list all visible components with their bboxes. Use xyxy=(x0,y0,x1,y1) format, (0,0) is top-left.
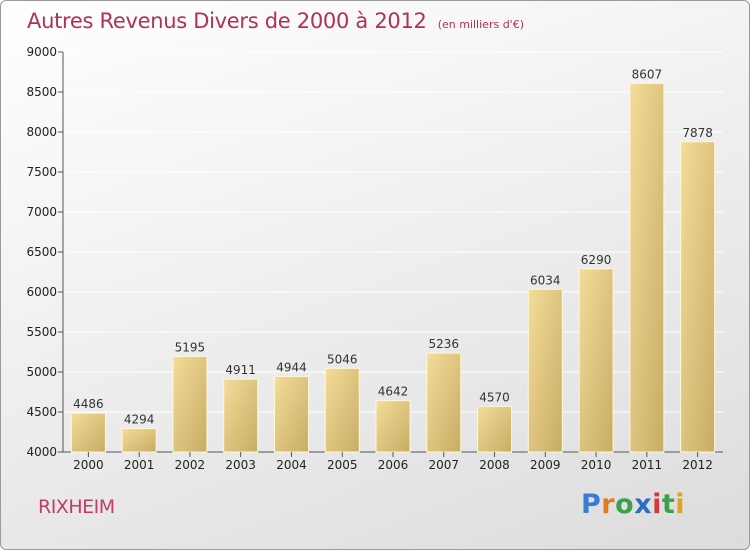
x-tick-label: 2003 xyxy=(225,458,256,472)
bar xyxy=(527,288,563,453)
x-tick-label: 2010 xyxy=(581,458,612,472)
data-label: 4486 xyxy=(73,397,104,411)
x-tick-label: 2007 xyxy=(428,458,459,472)
x-tick-label: 2001 xyxy=(124,458,155,472)
data-label: 5046 xyxy=(327,352,358,366)
y-tick-label: 4500 xyxy=(26,405,57,419)
y-tick-label: 5000 xyxy=(26,365,57,379)
data-label: 4642 xyxy=(378,385,409,399)
logo-letter: i xyxy=(652,489,662,520)
y-tick-label: 6000 xyxy=(26,285,57,299)
bar xyxy=(223,378,259,453)
y-tick-label: 8500 xyxy=(26,85,57,99)
data-label: 5236 xyxy=(428,337,459,351)
logo-letter: r xyxy=(601,489,616,520)
bar xyxy=(578,268,614,453)
x-tick-label: 2000 xyxy=(73,458,104,472)
bar xyxy=(629,82,665,453)
y-tick-label: 8000 xyxy=(26,125,57,139)
bar xyxy=(477,405,513,453)
x-tick-label: 2004 xyxy=(276,458,307,472)
chart-subtitle: (en milliers d'€) xyxy=(437,18,524,31)
data-label: 4294 xyxy=(124,412,155,426)
y-tick-label: 7000 xyxy=(26,205,57,219)
x-tick-label: 2002 xyxy=(175,458,206,472)
data-label: 4570 xyxy=(479,390,510,404)
city-label: RIXHEIM xyxy=(38,496,115,518)
x-tick-label: 2005 xyxy=(327,458,358,472)
x-tick-label: 2011 xyxy=(632,458,663,472)
bar xyxy=(172,355,208,453)
data-label: 8607 xyxy=(632,67,663,81)
y-tick-label: 6500 xyxy=(26,245,57,259)
logo-letter: P xyxy=(581,489,602,520)
x-tick-label: 2008 xyxy=(479,458,510,472)
logo-letter: x xyxy=(634,489,653,520)
logo-letter: o xyxy=(615,489,635,520)
data-label: 4911 xyxy=(225,363,256,377)
x-tick-label: 2009 xyxy=(530,458,561,472)
data-label: 7878 xyxy=(682,126,713,140)
proxiti-logo: Proxiti xyxy=(581,489,685,520)
bar xyxy=(273,375,309,453)
y-tick-label: 9000 xyxy=(26,45,57,59)
data-label: 6034 xyxy=(530,273,561,287)
bar xyxy=(324,367,360,453)
logo-letter: i xyxy=(675,489,686,520)
y-tick-label: 7500 xyxy=(26,165,57,179)
chart-title: Autres Revenus Divers de 2000 à 2012 xyxy=(27,9,427,33)
data-label: 4944 xyxy=(276,360,307,374)
bar xyxy=(426,352,462,453)
data-label: 5195 xyxy=(175,340,206,354)
bar xyxy=(121,427,157,453)
y-tick-label: 5500 xyxy=(26,325,57,339)
title-row: Autres Revenus Divers de 2000 à 2012 (en… xyxy=(27,9,524,33)
bar xyxy=(375,400,411,453)
logo-letter: t xyxy=(661,489,676,520)
bar xyxy=(680,141,716,453)
data-label: 6290 xyxy=(581,253,612,267)
x-tick-label: 2012 xyxy=(682,458,713,472)
x-tick-label: 2006 xyxy=(378,458,409,472)
y-tick-label: 4000 xyxy=(26,445,57,459)
bar xyxy=(70,412,106,453)
